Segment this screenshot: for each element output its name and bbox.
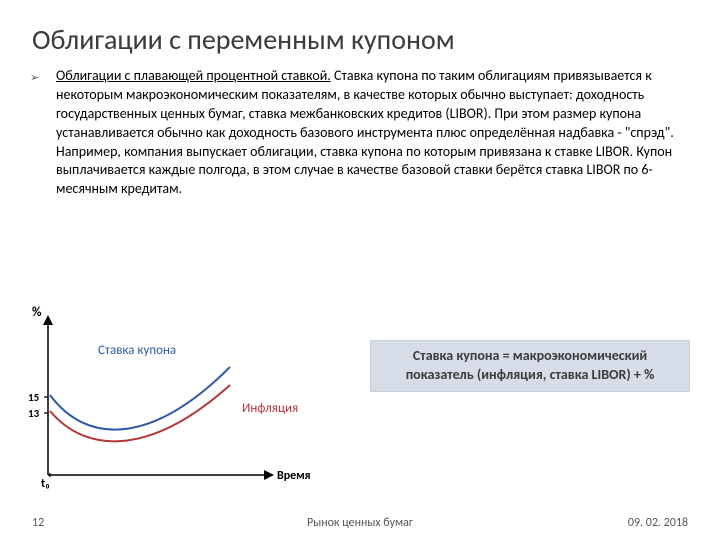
slide-title: Облигации с переменным купоном (0, 0, 720, 67)
x-arrow-icon (264, 470, 274, 480)
chart: % 15 13 t₀ Время Ставка купона Инфляция (32, 305, 332, 490)
formula-box: Ставка купона = макроэкономический показ… (370, 340, 690, 392)
footer: 12 Рынок ценных бумаг 09. 02. 2018 (0, 516, 720, 530)
footer-title: Рынок ценных бумаг (0, 516, 720, 530)
coupon-curve (50, 367, 230, 430)
body-text: Облигации с плавающей процентной ставкой… (56, 67, 690, 199)
axis-ticks (44, 397, 50, 477)
inflation-curve (50, 385, 230, 441)
y-axis-label: % (32, 305, 41, 320)
lead-underline: Облигации с плавающей процентной ставкой… (56, 67, 331, 84)
legend-inflation: Инфляция (242, 401, 298, 416)
x-tick-t0: t₀ (41, 477, 50, 491)
x-axis-label: Время (277, 469, 311, 483)
body-rest: Ставка купона по таким облигациям привяз… (56, 67, 674, 197)
y-tick-15: 15 (28, 391, 39, 404)
bullet-icon: ➢ (30, 67, 56, 199)
y-arrow-icon (43, 315, 53, 325)
legend-coupon: Ставка купона (98, 343, 176, 358)
y-tick-13: 13 (28, 407, 39, 420)
chart-svg (32, 305, 292, 490)
body-paragraph: ➢ Облигации с плавающей процентной ставк… (0, 67, 720, 199)
